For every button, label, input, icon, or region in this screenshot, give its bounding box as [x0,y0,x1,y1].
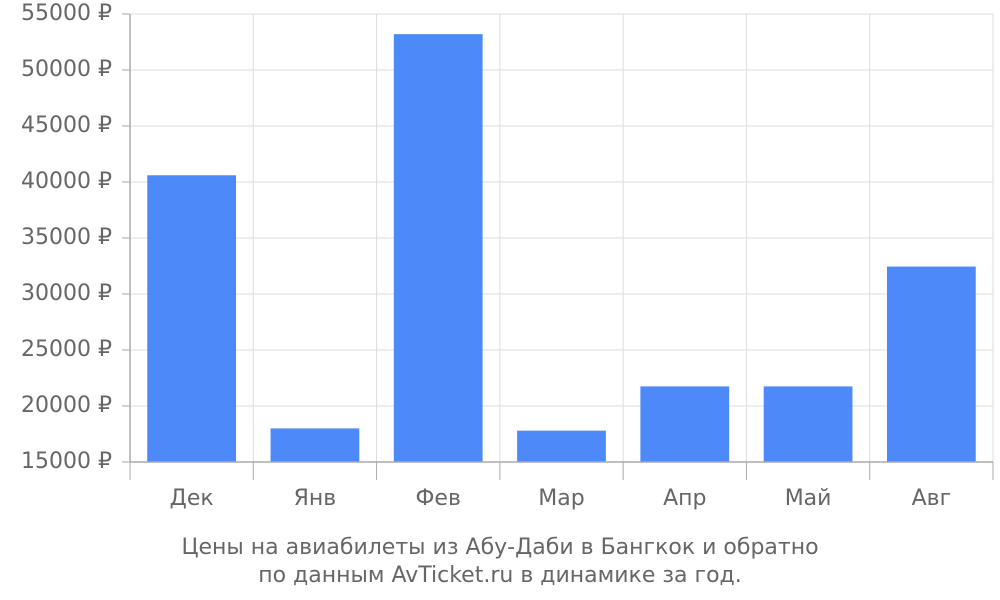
x-tick-labels: Дек Янв Фев Мар Апр Май Авг [170,486,952,511]
x-tick-label: Мар [538,486,584,511]
y-tick-label: 55000 ₽ [21,1,112,26]
x-tick-label: Дек [170,486,214,511]
bars [147,34,976,462]
y-tick-label: 40000 ₽ [21,169,112,194]
y-tick-label: 15000 ₽ [21,449,112,474]
y-tick-label: 20000 ₽ [21,393,112,418]
x-tick-label: Май [785,486,832,511]
axes [122,13,994,480]
bar [270,428,360,462]
y-tick-label: 30000 ₽ [21,281,112,306]
x-tick-label: Апр [663,486,706,511]
chart-caption-line-1: Цены на авиабилеты из Абу-Даби в Бангкок… [181,535,819,560]
chart-caption-line-2: по данным AvTicket.ru в динамике за год. [258,563,742,588]
y-tick-label: 35000 ₽ [21,225,112,250]
y-tick-label: 50000 ₽ [21,57,112,82]
bar [640,386,730,462]
bar [517,430,606,462]
bar [393,34,483,462]
bar [763,386,853,462]
y-tick-label: 45000 ₽ [21,113,112,138]
grid [130,13,994,463]
bar [147,175,237,462]
y-tick-labels: 15000 ₽ 20000 ₽ 25000 ₽ 30000 ₽ 35000 ₽ 40000… [21,1,112,474]
x-tick-label: Фев [415,486,460,511]
bar [886,266,976,462]
y-tick-label: 25000 ₽ [21,337,112,362]
x-tick-label: Авг [912,486,952,511]
bar-chart-svg: 15000 ₽ 20000 ₽ 25000 ₽ 30000 ₽ 35000 ₽ 40000… [21,1,994,511]
x-tick-label: Янв [294,486,337,511]
